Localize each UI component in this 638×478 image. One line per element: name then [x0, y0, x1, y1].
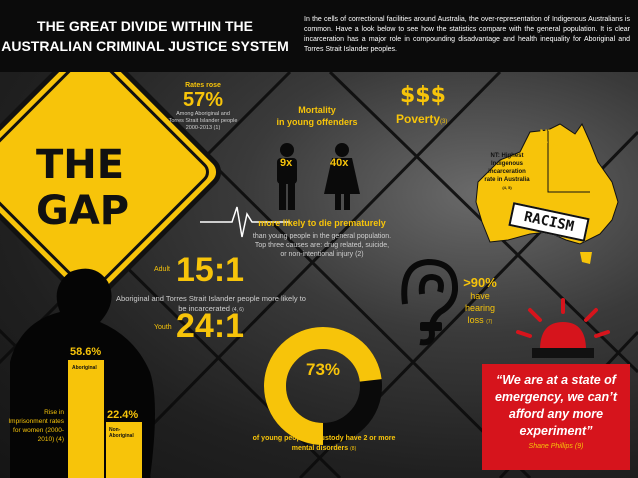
tasmania	[580, 252, 592, 264]
rates-note: Among Aboriginal and Torres Strait Islan…	[168, 111, 238, 131]
mortality-title-line-2: in young offenders	[276, 117, 358, 127]
rates-value: 57%	[182, 89, 224, 111]
quote-author-block: Shane Phillips (9)	[488, 443, 624, 450]
hearing-label-2: hearing	[464, 303, 496, 313]
poverty-ref: (3)	[440, 119, 448, 125]
map-borders	[547, 130, 590, 193]
mental-caption-block: of young people in custody have 2 or mor…	[244, 434, 404, 454]
quote-box: “We are at a state of emergency, we can’…	[482, 364, 630, 470]
poverty-label: Poverty	[396, 112, 441, 126]
page-title: THE GREAT DIVIDE WITHIN THE AUSTRALIAN C…	[0, 16, 290, 56]
sign-line-1: THE	[36, 142, 125, 188]
mortality-headline: more likely to die prematurely	[258, 218, 386, 228]
nt-block: NT 87%	[522, 128, 572, 152]
intro-text: In the cells of correctional facilities …	[304, 16, 630, 53]
poverty-label-block: Poverty(3)	[396, 112, 447, 126]
adult-ratio: 15:1	[176, 251, 245, 289]
rates-block: Rates rose 57% Among Aboriginal and Torr…	[168, 82, 238, 132]
nt-value: 87%	[535, 140, 559, 152]
non-aboriginal-women-bar	[106, 422, 142, 478]
siren-icon	[516, 298, 610, 358]
non-aboriginal-women-value: 22.4%	[107, 409, 139, 421]
minus-icon	[420, 322, 442, 331]
women-caption: Rise in Imprisonment rates for women (20…	[8, 409, 64, 443]
hearing-label-3: loss	[467, 315, 484, 325]
quote-author: Shane Phillips	[528, 443, 573, 450]
hearing-value: >90%	[463, 275, 497, 290]
dollar-icon: $$$	[400, 83, 446, 108]
adult-label: Adult	[154, 266, 170, 273]
map-caption-block: NT: Highest Indigenous incarceration rat…	[482, 152, 532, 192]
header: THE GREAT DIVIDE WITHIN THE AUSTRALIAN C…	[0, 0, 638, 72]
warning-sign	[0, 72, 222, 304]
mental-caption: of young people in custody have 2 or mor…	[252, 435, 396, 452]
aboriginal-women-bar	[68, 360, 104, 478]
title-line-2: AUSTRALIAN CRIMINAL JUSTICE SYSTEM	[1, 38, 289, 54]
hearing-label-3-block: loss (7)	[452, 314, 508, 328]
quote-text: “We are at a state of emergency, we can’…	[494, 373, 618, 438]
infographic-body: THE GAP Rates rose 57% Among Aboriginal …	[0, 72, 638, 478]
mortality-left-value: 9x	[280, 157, 293, 169]
title-line-1: THE GREAT DIVIDE WITHIN THE	[37, 18, 253, 34]
person-figures	[277, 143, 360, 210]
map-caption: NT: Highest Indigenous incarceration rat…	[484, 153, 530, 183]
mortality-right-value: 40x	[330, 157, 349, 169]
ratio-description: Aboriginal and Torres Strait Islander pe…	[116, 294, 306, 313]
sign-text: THE GAP	[36, 142, 146, 234]
mortality-detail: than young people in the general populat…	[252, 233, 392, 258]
ratio-description-block: Aboriginal and Torres Strait Islander pe…	[116, 294, 306, 315]
map-caption-ref: (4, 5)	[502, 185, 512, 190]
non-aboriginal-women-label: Non-Aboriginal	[109, 427, 134, 439]
mental-ref: (8)	[350, 446, 357, 452]
hearing-label-1: have	[470, 291, 490, 301]
sign-line-2: GAP	[36, 188, 130, 234]
youth-ratio: 24:1	[176, 307, 245, 345]
ratio-description-ref: (4, 6)	[232, 307, 244, 313]
aboriginal-women-label: Aboriginal	[72, 365, 97, 371]
hearing-block: >90% have hearing loss (7)	[452, 275, 508, 328]
heartbeat-line	[200, 206, 290, 238]
hearing-ref: (7)	[486, 319, 493, 325]
mortality-title: Mortality in young offenders	[262, 104, 372, 128]
ear-icon	[401, 258, 459, 346]
donut-value-arc	[264, 327, 382, 445]
rates-label: Rates rose	[185, 82, 221, 89]
mortality-title-line-1: Mortality	[298, 105, 336, 115]
quote-ref: (9)	[574, 443, 584, 450]
background-art	[0, 72, 638, 478]
aboriginal-women-value: 58.6%	[70, 346, 102, 358]
nt-label: NT	[539, 128, 555, 140]
mental-value: 73%	[305, 360, 341, 379]
youth-label: Youth	[154, 324, 172, 331]
